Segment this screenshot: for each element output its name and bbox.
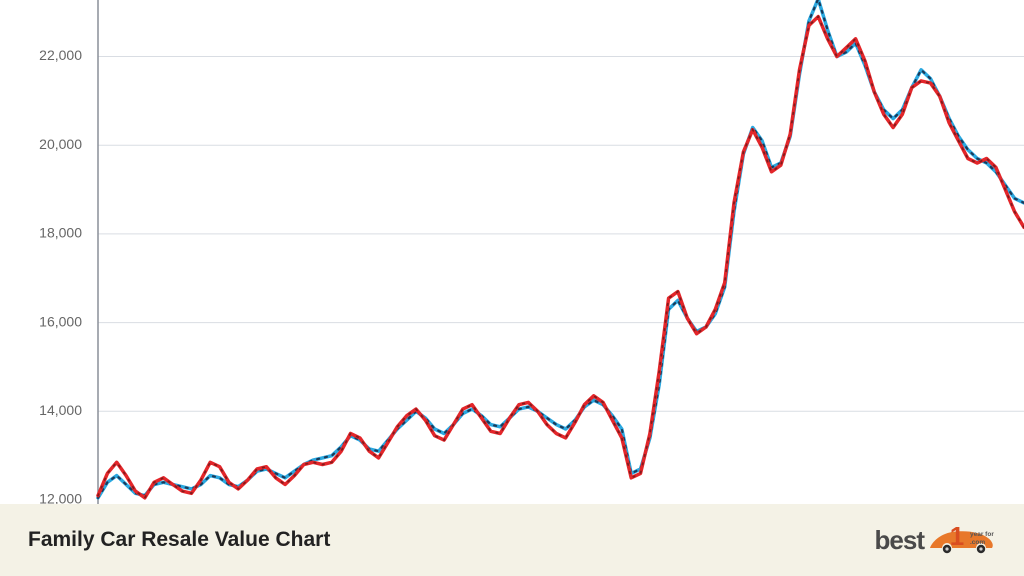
y-tick-label: 14,000	[39, 402, 82, 418]
logo-text: best	[875, 525, 924, 556]
brand-logo: best 1 year for.com	[875, 520, 996, 560]
line-chart-svg: 14,000 16,000 18,000 20,000 22,000 12,000	[0, 0, 1024, 504]
y-tick-label: 20,000	[39, 136, 82, 152]
y-tick-label: 18,000	[39, 225, 82, 241]
svg-text:year for: year for	[970, 531, 994, 538]
y-tick-label: 22,000	[39, 47, 82, 63]
y-tick-label: 12,000	[39, 491, 82, 504]
footer-bar: Family Car Resale Value Chart best 1 year…	[0, 504, 1024, 576]
series-dots-blue	[98, 0, 1024, 498]
svg-text:.com: .com	[970, 539, 985, 546]
car-icon: 1 year for.com	[926, 520, 996, 560]
series-line-blue	[98, 0, 1024, 498]
chart-area: 14,000 16,000 18,000 20,000 22,000 12,000	[0, 0, 1024, 504]
chart-title: Family Car Resale Value Chart	[28, 528, 330, 552]
y-tick-label: 16,000	[39, 313, 82, 329]
svg-text:1: 1	[950, 521, 964, 551]
